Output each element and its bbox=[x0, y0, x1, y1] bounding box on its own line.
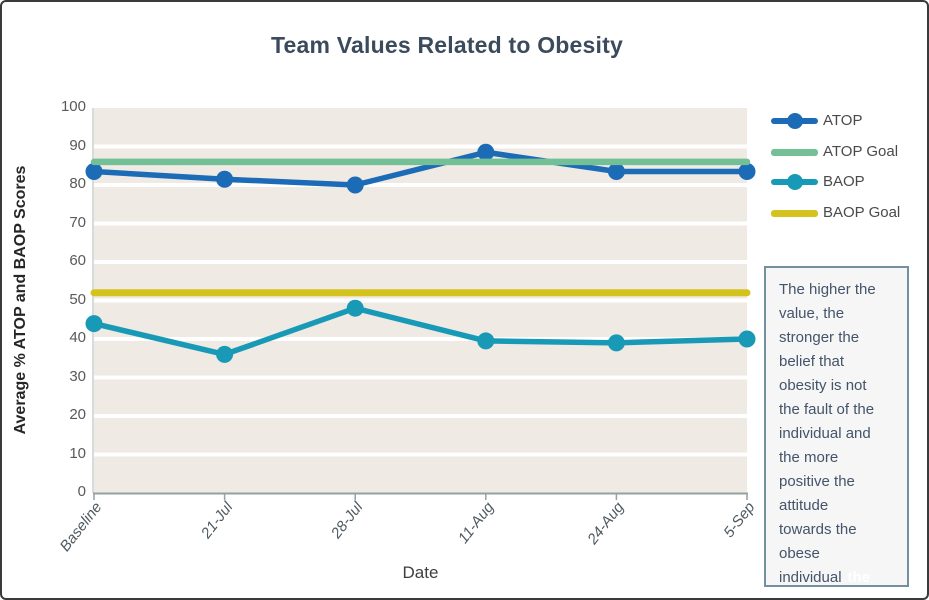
y-tick-label: 30 bbox=[69, 367, 86, 385]
y-tick-label: 20 bbox=[69, 406, 86, 423]
legend: ATOP ATOP Goal BAOP BAOP Goal bbox=[771, 2, 921, 242]
note-text-line: individual and bbox=[779, 425, 871, 442]
series-line-baop bbox=[91, 305, 750, 358]
note-text-line: stronger the bbox=[779, 329, 860, 346]
note-text-line: The higher the bbox=[779, 281, 876, 298]
y-tick-label: 50 bbox=[69, 290, 86, 308]
note-text-line: obese bbox=[779, 545, 820, 562]
note-text-line: obesity is not bbox=[779, 377, 867, 394]
legend-swatch-marker bbox=[787, 174, 803, 190]
legend-swatch-line bbox=[771, 210, 818, 217]
legend-item-atop-goal: ATOP Goal bbox=[771, 142, 921, 162]
legend-swatch-marker bbox=[787, 113, 803, 129]
note-text-line: value, the bbox=[779, 305, 845, 322]
y-tick-label: 10 bbox=[69, 444, 86, 462]
x-axis-ticks bbox=[93, 493, 748, 500]
y-tick-label: 60 bbox=[69, 252, 86, 269]
note-text-line: the more bbox=[779, 449, 839, 466]
gridlines bbox=[94, 144, 747, 457]
note-text-line: belief that bbox=[779, 353, 845, 370]
note-text: The higher the value, the stronger the beli… bbox=[779, 278, 903, 586]
series-line-atop bbox=[91, 149, 750, 188]
legend-item-baop: BAOP bbox=[771, 172, 921, 192]
series-markers-baop bbox=[85, 299, 756, 363]
x-axis-title: Date bbox=[402, 563, 439, 582]
ghost-text: the bbox=[847, 569, 871, 586]
y-tick-label: 70 bbox=[69, 213, 86, 231]
note-box: The higher the value, the stronger the beli… bbox=[764, 266, 909, 587]
legend-label: ATOP bbox=[823, 112, 863, 129]
legend-swatch-line bbox=[771, 149, 818, 156]
y-tick-label: 80 bbox=[69, 175, 86, 192]
y-tick-label: 0 bbox=[77, 483, 86, 500]
legend-label: BAOP bbox=[823, 173, 865, 190]
y-axis-title: Average % ATOP and BAOP Scores bbox=[12, 165, 29, 435]
legend-label: ATOP Goal bbox=[823, 143, 899, 160]
note-text-line: the fault of the bbox=[779, 401, 875, 418]
y-tick-label: 100 bbox=[60, 98, 86, 115]
legend-item-atop: ATOP bbox=[771, 111, 921, 131]
chart-title: Team Values Related to Obesity bbox=[271, 32, 623, 58]
series-markers-atop bbox=[85, 143, 756, 194]
legend-label: BAOP Goal bbox=[823, 204, 901, 221]
legend-item-baop-goal: BAOP Goal bbox=[771, 203, 921, 223]
y-tick-label: 90 bbox=[69, 136, 86, 154]
note-text-line: positive the bbox=[779, 473, 855, 490]
note-text-line: attitude bbox=[779, 497, 829, 514]
note-text-line: towards the bbox=[779, 521, 857, 538]
y-tick-label: 40 bbox=[69, 329, 86, 346]
note-text-line: individual the bbox=[779, 569, 871, 586]
